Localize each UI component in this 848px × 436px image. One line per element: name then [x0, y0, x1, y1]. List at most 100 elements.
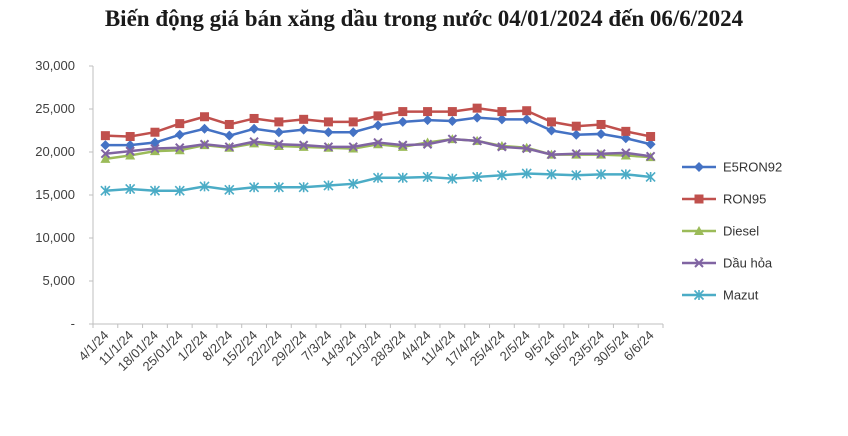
data-point — [100, 185, 111, 196]
chart-title: Biến động giá bán xăng dầu trong nước 04… — [104, 6, 744, 31]
data-point — [125, 132, 135, 142]
series-layer — [100, 103, 656, 196]
data-point — [150, 143, 160, 154]
data-point — [571, 170, 582, 181]
y-tick-label: 30,000 — [35, 58, 75, 73]
data-point — [348, 178, 359, 189]
data-point — [571, 129, 582, 140]
y-tick-label: 10,000 — [35, 230, 75, 245]
data-point — [373, 111, 383, 121]
data-point — [249, 182, 260, 193]
data-point — [447, 134, 458, 144]
data-point — [472, 171, 483, 183]
data-point — [249, 136, 259, 147]
data-point — [348, 127, 359, 138]
data-point — [472, 112, 483, 123]
y-axis-ticks: - 5,000 10,000 15,000 20,000 25,000 30,000 — [35, 58, 93, 331]
data-point — [274, 139, 284, 149]
data-point — [496, 170, 507, 181]
legend-label: RON95 — [723, 192, 766, 207]
data-point — [150, 127, 160, 137]
y-tick-label: 15,000 — [35, 187, 75, 202]
x-axis-ticks: 4/1/2411/1/2418/01/2425/01/241/2/248/2/2… — [75, 324, 664, 374]
data-point — [496, 114, 507, 125]
data-point — [571, 149, 581, 159]
data-point — [397, 116, 408, 127]
data-point — [596, 119, 606, 129]
data-point — [249, 113, 259, 123]
legend-marker — [693, 289, 705, 301]
data-point — [646, 132, 656, 142]
data-point — [249, 123, 260, 134]
data-point — [125, 150, 136, 160]
legend-marker — [694, 258, 704, 268]
data-point — [522, 106, 532, 116]
data-point — [224, 119, 234, 129]
data-point — [423, 107, 433, 117]
data-point — [100, 140, 111, 151]
data-point — [472, 103, 482, 113]
data-point — [620, 169, 631, 180]
data-point — [497, 107, 507, 117]
y-tick-label: 5,000 — [42, 273, 75, 288]
data-point — [621, 126, 631, 136]
data-point — [621, 148, 631, 158]
data-point — [224, 184, 235, 195]
data-point — [174, 185, 185, 196]
data-point — [199, 123, 210, 134]
data-point — [149, 146, 160, 156]
data-point — [298, 182, 309, 193]
data-point — [224, 142, 235, 152]
data-point — [398, 140, 408, 150]
data-point — [596, 149, 606, 159]
series-3 — [100, 134, 656, 162]
legend-marker — [694, 194, 704, 204]
data-point — [521, 143, 532, 154]
data-point — [397, 172, 408, 183]
data-point — [125, 183, 136, 195]
data-point — [100, 153, 111, 163]
data-point — [521, 114, 532, 125]
data-point — [298, 124, 309, 135]
series-1 — [100, 103, 656, 142]
data-point — [372, 172, 384, 183]
data-point — [100, 131, 110, 141]
series-2 — [100, 134, 656, 163]
data-point — [125, 146, 135, 156]
data-point — [645, 139, 656, 150]
data-point — [199, 181, 210, 192]
data-point — [645, 171, 656, 183]
legend: E5RON92 RON95 Diesel Dầu hỏa Mazut — [682, 160, 782, 303]
data-point — [224, 130, 235, 141]
series-4 — [100, 168, 656, 196]
data-point — [571, 121, 581, 131]
data-point — [546, 125, 557, 136]
data-point — [149, 185, 161, 196]
data-point — [298, 140, 309, 150]
legend-marker — [694, 162, 704, 172]
data-point — [422, 139, 433, 149]
chart-axes — [92, 66, 663, 325]
y-tick-label: 25,000 — [35, 101, 75, 116]
legend-item: RON95 — [682, 192, 766, 207]
legend-label: E5RON92 — [723, 160, 782, 175]
data-point — [521, 168, 532, 179]
data-point — [175, 119, 185, 129]
data-point — [447, 173, 458, 184]
data-point — [373, 137, 383, 148]
data-point — [422, 171, 433, 183]
data-point — [323, 117, 333, 127]
data-point — [620, 150, 631, 160]
data-point — [422, 115, 433, 126]
data-point — [645, 151, 656, 162]
legend-label: Diesel — [723, 224, 759, 239]
data-point — [100, 149, 111, 159]
legend-item: Mazut — [682, 288, 759, 303]
data-point — [447, 116, 458, 127]
data-point — [200, 112, 210, 122]
data-point — [273, 127, 284, 138]
data-point — [274, 117, 284, 127]
legend-item: E5RON92 — [682, 160, 782, 175]
data-point — [472, 136, 482, 146]
